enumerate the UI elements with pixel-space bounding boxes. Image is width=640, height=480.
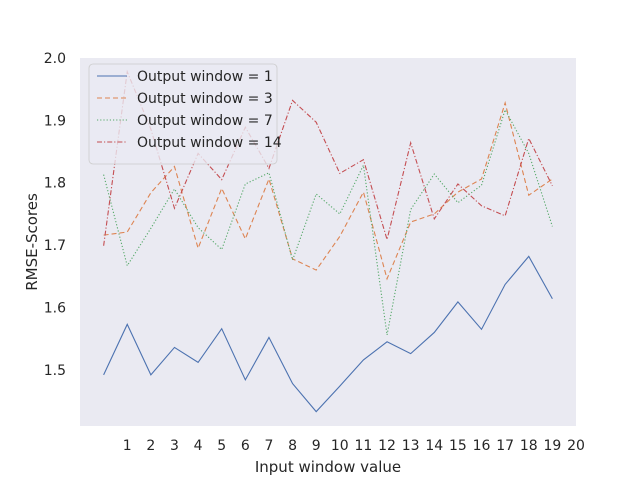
legend-label-1: Output window = 3 — [137, 91, 273, 107]
series-line-0 — [103, 255, 553, 413]
x-tick-label: 18 — [520, 438, 538, 454]
x-tick-label: 4 — [194, 438, 203, 454]
y-tick-label: 1.8 — [44, 176, 66, 192]
legend: Output window = 1 Output window = 3 Output… — [88, 63, 282, 165]
y-axis-label: RMSE-Scores — [23, 193, 41, 291]
x-tick-labels: 1 2 3 4 5 6 7 8 9 10 11 12 13 14 15 16 17 18 19 20 — [123, 438, 585, 454]
x-tick-label: 6 — [241, 438, 250, 454]
x-tick-label: 7 — [264, 438, 273, 454]
x-tick-label: 5 — [217, 438, 226, 454]
legend-label-0: Output window = 1 — [137, 69, 273, 85]
legend-label-2: Output window = 7 — [137, 113, 273, 129]
x-tick-label: 20 — [567, 438, 585, 454]
x-tick-label: 12 — [378, 438, 396, 454]
y-tick-label: 1.7 — [44, 238, 66, 254]
y-tick-label: 1.9 — [44, 113, 66, 129]
y-tick-label: 2.0 — [44, 51, 66, 67]
x-tick-label: 19 — [543, 438, 561, 454]
y-tick-label: 1.6 — [44, 300, 66, 316]
x-axis-label: Input window value — [255, 458, 401, 476]
x-tick-label: 15 — [449, 438, 467, 454]
series-lines — [103, 69, 553, 413]
x-tick-label: 8 — [288, 438, 297, 454]
x-tick-label: 13 — [402, 438, 420, 454]
y-tick-labels: 1.5 1.6 1.7 1.8 1.9 2.0 — [44, 51, 66, 379]
x-tick-label: 9 — [312, 438, 321, 454]
legend-box — [88, 63, 278, 165]
y-tick-label: 1.5 — [44, 363, 66, 379]
x-tick-label: 14 — [425, 438, 443, 454]
series-line-1 — [103, 100, 553, 281]
series-line-3 — [103, 69, 553, 246]
x-tick-label: 10 — [331, 438, 349, 454]
x-tick-label: 2 — [146, 438, 155, 454]
x-tick-label: 1 — [123, 438, 132, 454]
x-tick-label: 3 — [170, 438, 179, 454]
legend-label-3: Output window = 14 — [137, 135, 282, 151]
x-tick-label: 16 — [473, 438, 491, 454]
x-tick-label: 11 — [355, 438, 373, 454]
x-tick-label: 17 — [496, 438, 514, 454]
